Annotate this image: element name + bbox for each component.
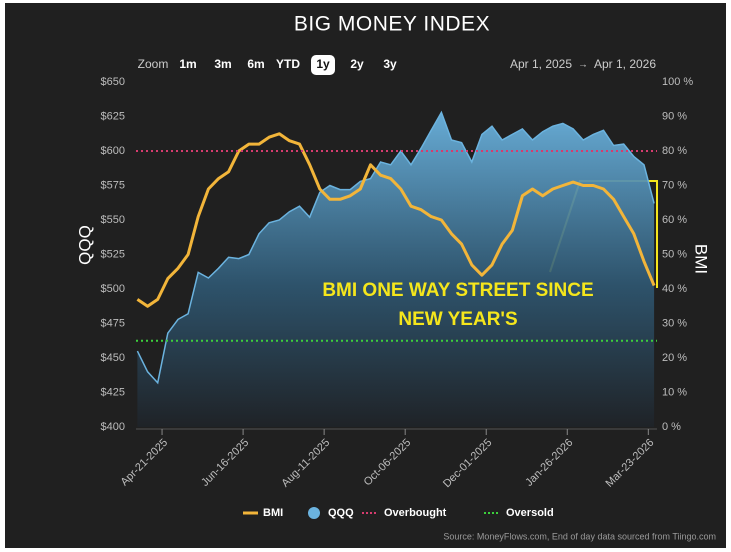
annotation-text: NEW YEAR'S	[398, 309, 517, 330]
y-tick-label: $650	[101, 76, 125, 88]
y-tick-label: $575	[101, 179, 125, 191]
y2-tick-label: 70 %	[662, 179, 687, 191]
y-tick-label: $475	[101, 317, 125, 329]
legend-label[interactable]: Overbought	[384, 507, 447, 519]
annotation-text: BMI ONE WAY STREET SINCE	[322, 280, 593, 301]
zoom-button[interactable]: 1m	[179, 57, 196, 71]
y2-tick-label: 20 %	[662, 352, 687, 364]
zoom-label: Zoom	[138, 57, 169, 71]
y-tick-label: $425	[101, 386, 125, 398]
range-start[interactable]: Apr 1, 2025	[510, 57, 572, 71]
zoom-button[interactable]: 3y	[383, 57, 397, 71]
range-end[interactable]: Apr 1, 2026	[594, 57, 656, 71]
legend-label[interactable]: Oversold	[506, 507, 554, 519]
y-tick-label: $525	[101, 248, 125, 260]
y2-tick-label: 10 %	[662, 386, 687, 398]
y-axis-title: QQQ	[75, 225, 94, 265]
series-line	[136, 110, 655, 385]
y-tick-label: $400	[101, 421, 125, 433]
legend-marker[interactable]	[308, 507, 320, 519]
y-tick-label: $500	[101, 283, 125, 295]
y2-axis-title: BMI	[692, 244, 711, 274]
zoom-button[interactable]: YTD	[276, 57, 300, 71]
y2-tick-label: 0 %	[662, 421, 681, 433]
legend-label[interactable]: QQQ	[328, 507, 354, 519]
zoom-button[interactable]: 3m	[214, 57, 231, 71]
y2-tick-label: 100 %	[662, 76, 693, 88]
y-tick-label: $625	[101, 110, 125, 122]
series-line	[136, 132, 656, 308]
series-area	[137, 112, 655, 428]
y2-tick-label: 60 %	[662, 214, 687, 226]
zoom-button[interactable]: 2y	[350, 57, 364, 71]
y-tick-label: $600	[101, 145, 125, 157]
y2-tick-label: 30 %	[662, 317, 687, 329]
zoom-button[interactable]: 1y	[316, 57, 330, 71]
y2-tick-label: 50 %	[662, 248, 687, 260]
plot-area	[136, 110, 657, 435]
legend-label[interactable]: BMI	[263, 507, 283, 519]
chart-title: BIG MONEY INDEX	[294, 13, 490, 36]
y-tick-label: $450	[101, 352, 125, 364]
y2-tick-label: 80 %	[662, 145, 687, 157]
zoom-button[interactable]: 6m	[247, 57, 264, 71]
y-tick-label: $550	[101, 214, 125, 226]
zoom-button-selected[interactable]	[311, 55, 335, 75]
source-note: Source: MoneyFlows.com, End of day data …	[443, 531, 716, 541]
y2-tick-label: 40 %	[662, 283, 687, 295]
range-separator: →	[578, 60, 588, 71]
y2-tick-label: 90 %	[662, 110, 687, 122]
